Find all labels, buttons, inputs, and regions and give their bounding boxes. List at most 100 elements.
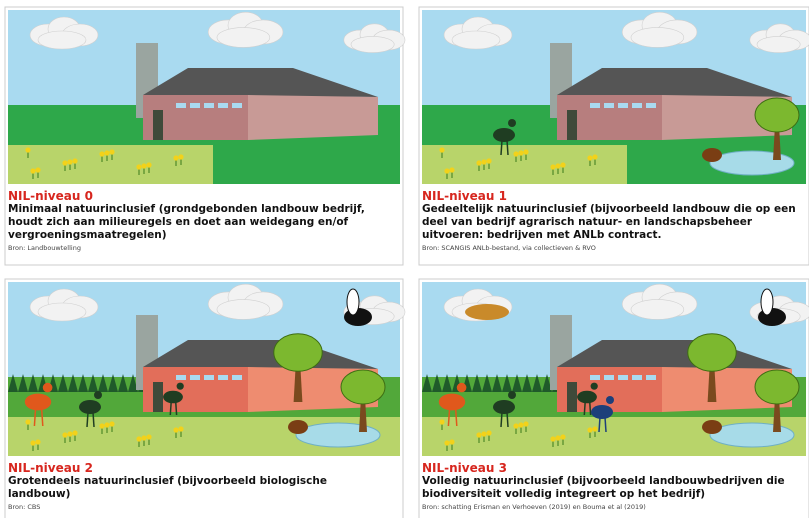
frog — [288, 420, 308, 434]
bird-body — [493, 400, 515, 414]
flower — [35, 167, 40, 172]
flower — [30, 440, 35, 445]
flower — [444, 168, 449, 173]
bird-body — [439, 394, 465, 411]
panel-description: Volledig natuurinclusief (bijvoorbeeld l… — [422, 475, 806, 501]
panel-description: Minimaal natuurinclusief (grondgebonden … — [8, 203, 392, 242]
flower — [173, 427, 178, 432]
bird-body — [163, 391, 183, 404]
flower — [550, 164, 555, 169]
bird-leg — [176, 402, 177, 416]
insect-wing — [761, 289, 773, 315]
flower — [550, 436, 555, 441]
bird-head — [508, 119, 516, 127]
flower — [513, 423, 518, 428]
window — [646, 103, 656, 108]
flying-bird — [465, 304, 509, 320]
panel-title: NIL-niveau 1 — [422, 189, 806, 203]
window — [176, 375, 186, 380]
flower — [62, 432, 67, 437]
flower — [67, 431, 72, 436]
bird-head — [177, 383, 184, 390]
flower — [178, 154, 183, 159]
cloud — [631, 300, 684, 320]
bird-head — [94, 391, 102, 399]
pond — [296, 423, 380, 447]
bird-body — [577, 391, 597, 404]
flower — [449, 167, 454, 172]
cloud — [38, 303, 86, 321]
flower — [136, 436, 141, 441]
flower — [25, 147, 30, 152]
insect-wing — [347, 289, 359, 315]
bird-head — [457, 383, 467, 393]
frog — [702, 420, 722, 434]
flower — [444, 440, 449, 445]
window — [190, 103, 200, 108]
flower — [104, 422, 109, 427]
flower — [136, 164, 141, 169]
flower — [555, 163, 560, 168]
bird-leg — [170, 402, 171, 416]
flower — [146, 162, 151, 167]
bird-leg — [87, 412, 88, 427]
bird-body — [591, 405, 613, 419]
flower — [25, 419, 30, 424]
cloud — [38, 31, 86, 49]
bird-leg — [501, 140, 502, 155]
flower — [592, 426, 597, 431]
cloud — [452, 31, 500, 49]
flower — [35, 439, 40, 444]
tree-crown — [341, 370, 385, 404]
bird-head — [43, 383, 53, 393]
window — [646, 375, 656, 380]
flower — [587, 155, 592, 160]
cloud — [631, 28, 684, 48]
panel-title: NIL-niveau 3 — [422, 461, 806, 475]
flower — [30, 168, 35, 173]
panel-source: Bron: CBS — [8, 502, 392, 512]
window — [632, 103, 642, 108]
window — [604, 103, 614, 108]
flower — [141, 163, 146, 168]
window — [590, 375, 600, 380]
bird-head — [606, 396, 614, 404]
window — [204, 375, 214, 380]
door — [153, 110, 163, 140]
flower — [560, 434, 565, 439]
flower — [99, 151, 104, 156]
panel-text: NIL-niveau 2Grotendeels natuurinclusief … — [8, 461, 392, 512]
bird-leg — [93, 412, 94, 427]
flower — [62, 160, 67, 165]
window — [618, 375, 628, 380]
bird-leg — [501, 412, 502, 427]
flower — [72, 430, 77, 435]
panel-description: Grotendeels natuurinclusief (bijvoorbeel… — [8, 475, 392, 501]
panel-source: Bron: SCANGIS ANLb-bestand, via collecti… — [422, 243, 806, 253]
flower — [99, 423, 104, 428]
flower — [481, 159, 486, 164]
flower — [513, 151, 518, 156]
bird-leg — [590, 402, 591, 416]
bird-body — [25, 394, 51, 411]
bird-leg — [507, 412, 508, 427]
flower — [439, 419, 444, 424]
flower — [146, 434, 151, 439]
cloud — [757, 36, 800, 52]
door — [567, 110, 577, 140]
flower — [592, 154, 597, 159]
door — [153, 382, 163, 412]
flower — [518, 422, 523, 427]
flower — [439, 147, 444, 152]
window — [218, 375, 228, 380]
window — [204, 103, 214, 108]
bird-body — [79, 400, 101, 414]
window — [176, 103, 186, 108]
flower — [67, 159, 72, 164]
panel-title: NIL-niveau 2 — [8, 461, 392, 475]
bird-head — [591, 383, 598, 390]
window — [590, 103, 600, 108]
